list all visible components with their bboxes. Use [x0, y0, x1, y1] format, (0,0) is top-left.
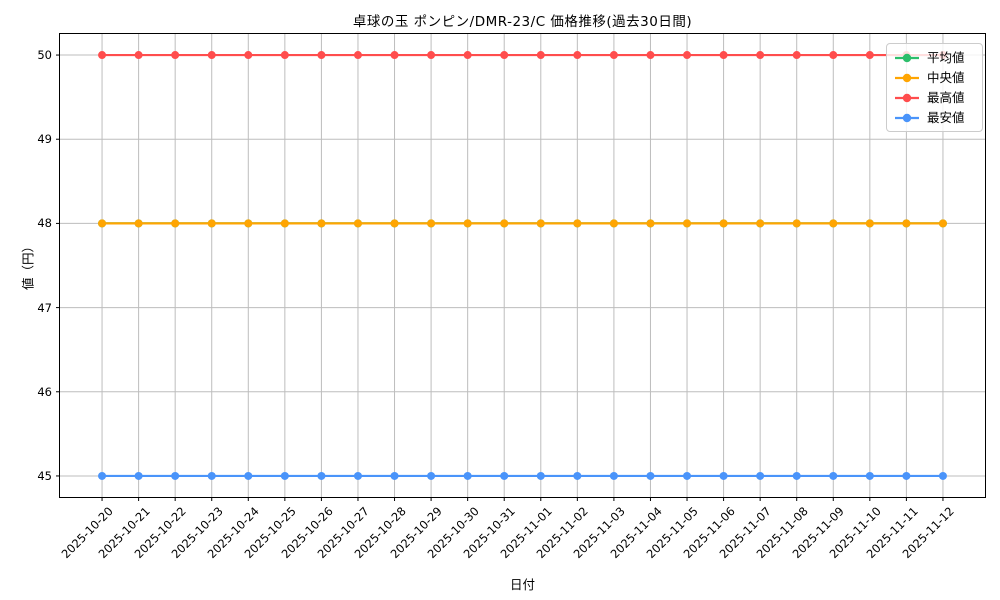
y-tick-label: 48 [37, 216, 52, 231]
legend: 平均値中央値最高値最安値 [886, 43, 983, 132]
legend-label: 最高値 [927, 90, 965, 105]
chart-title: 卓球の玉 ポンピン/DMR-23/C 価格推移(過去30日間) [352, 14, 693, 30]
legend-label: 中央値 [927, 70, 965, 85]
legend-label: 平均値 [927, 50, 965, 65]
y-tick-label: 46 [37, 384, 52, 399]
y-tick-label: 50 [37, 48, 52, 63]
legend-item-min: 最安値 [894, 110, 974, 125]
y-tick-label: 45 [37, 468, 52, 483]
y-tick-label: 47 [37, 300, 52, 315]
legend-item-median: 中央値 [894, 70, 974, 85]
legend-line-marker-icon [895, 93, 919, 102]
x-axis-label: 日付 [509, 577, 535, 592]
y-tick-label: 49 [37, 132, 52, 147]
legend-line-marker-icon [895, 113, 919, 122]
y-axis-label: 値（円） [20, 239, 36, 291]
legend-label: 最安値 [927, 110, 965, 125]
legend-line-marker-icon [895, 53, 919, 62]
plot-area-border [59, 33, 986, 498]
legend-line-marker-icon [895, 73, 919, 82]
legend-item-max: 最高値 [894, 90, 974, 105]
legend-item-average: 平均値 [894, 50, 974, 65]
